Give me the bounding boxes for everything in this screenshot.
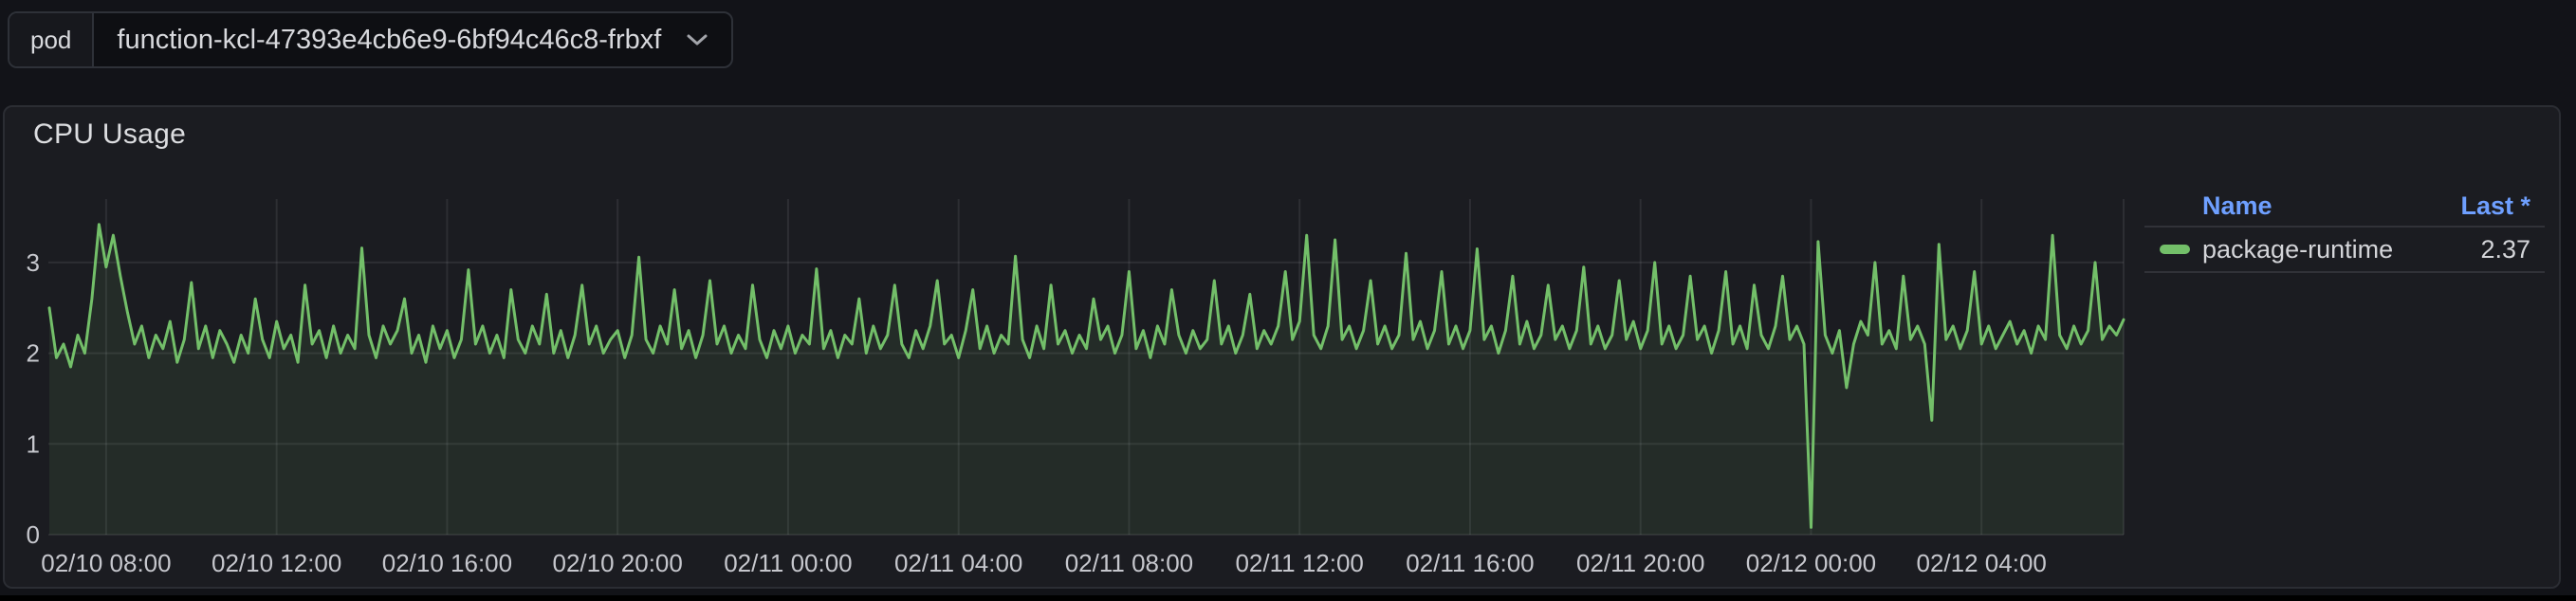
series-last-value: 2.37 — [2480, 234, 2530, 264]
svg-text:02/10 08:00: 02/10 08:00 — [41, 549, 171, 577]
pod-variable-label: pod — [9, 13, 95, 66]
svg-text:02/10 16:00: 02/10 16:00 — [382, 549, 512, 577]
svg-text:02/11 16:00: 02/11 16:00 — [1406, 549, 1534, 577]
svg-text:3: 3 — [27, 248, 40, 277]
cpu-usage-panel: CPU Usage 0 1 2 3 02/10 08:00 02/10 12:00 02/1… — [3, 105, 2561, 589]
pod-variable-select[interactable]: function-kcl-47393e4cb6e9-6bf94c46c8-frb… — [94, 13, 731, 66]
series-name[interactable]: package-runtime — [2202, 234, 2394, 264]
svg-text:02/11 00:00: 02/11 00:00 — [724, 549, 852, 577]
legend-header-last[interactable]: Last * — [2460, 191, 2530, 220]
svg-text:0: 0 — [27, 520, 40, 549]
svg-text:02/10 12:00: 02/10 12:00 — [212, 549, 341, 577]
svg-text:02/11 12:00: 02/11 12:00 — [1235, 549, 1363, 577]
series-color-swatch[interactable] — [2160, 245, 2190, 254]
legend-header-name[interactable]: Name — [2202, 191, 2272, 220]
chevron-down-icon — [687, 34, 708, 46]
cpu-usage-chart[interactable]: 0 1 2 3 02/10 08:00 02/10 12:00 02/10 16:00 02/… — [5, 107, 2139, 587]
pod-variable: pod function-kcl-47393e4cb6e9-6bf94c46c8… — [8, 11, 734, 68]
svg-text:02/11 04:00: 02/11 04:00 — [894, 549, 1022, 577]
svg-text:2: 2 — [27, 339, 40, 368]
svg-text:02/12 04:00: 02/12 04:00 — [1917, 549, 2047, 577]
chart-legend: Name Last * package-runtime 2.37 — [2144, 186, 2545, 273]
svg-text:02/10 20:00: 02/10 20:00 — [552, 549, 682, 577]
legend-header: Name Last * — [2144, 186, 2545, 228]
svg-text:02/12 00:00: 02/12 00:00 — [1746, 549, 1876, 577]
svg-text:02/11 08:00: 02/11 08:00 — [1065, 549, 1193, 577]
svg-text:1: 1 — [27, 429, 40, 458]
bottom-strip — [0, 595, 2576, 601]
legend-row: package-runtime 2.37 — [2144, 228, 2545, 273]
pod-variable-value: function-kcl-47393e4cb6e9-6bf94c46c8-frb… — [117, 24, 662, 55]
panel-title[interactable]: CPU Usage — [33, 118, 187, 150]
svg-text:02/11 20:00: 02/11 20:00 — [1576, 549, 1704, 577]
